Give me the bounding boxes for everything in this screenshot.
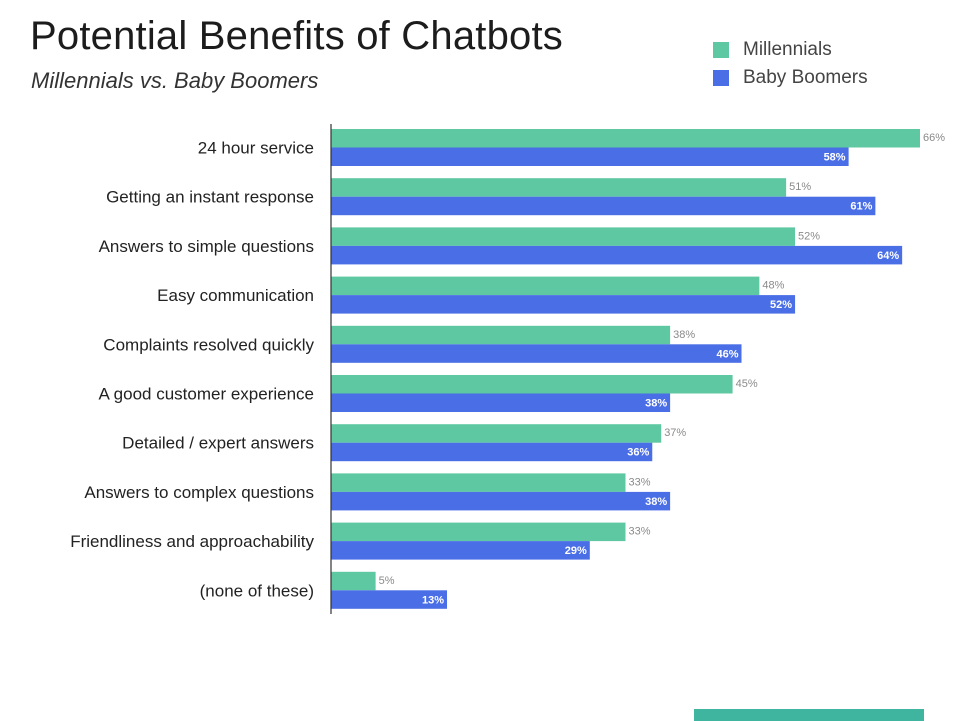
data-label-baby-boomers: 29% [565,545,587,557]
legend: Millennials Baby Boomers [713,36,868,92]
bar-millennials [331,276,760,296]
bar-millennials [331,178,787,197]
category-label: 24 hour service [198,139,314,158]
bar-baby-boomers [331,245,903,265]
data-label-millennials: 38% [673,329,695,341]
bar-baby-boomers [331,196,876,216]
bar-millennials [331,227,796,246]
legend-item-baby-boomers: Baby Boomers [713,64,868,92]
data-label-millennials: 51% [789,181,811,193]
bar-millennials [331,473,626,492]
data-label-millennials: 52% [798,230,820,242]
legend-swatch-millennials [713,42,729,58]
data-label-baby-boomers: 61% [850,201,872,213]
chart-subtitle: Millennials vs. Baby Boomers [31,68,319,93]
bar-millennials [331,325,671,345]
data-label-millennials: 37% [664,427,686,439]
bar-baby-boomers [331,147,849,166]
category-label: (none of these) [200,581,314,600]
category-label: A good customer experience [99,385,314,404]
bar-baby-boomers [331,442,653,462]
bar-baby-boomers [331,393,671,412]
category-label: Detailed / expert answers [122,434,314,453]
bar-baby-boomers [331,541,590,560]
data-label-baby-boomers: 13% [422,594,444,606]
data-label-millennials: 5% [379,575,395,587]
chart-title: Potential Benefits of Chatbots [30,14,563,58]
data-label-baby-boomers: 38% [645,496,667,508]
bar-baby-boomers [331,590,448,609]
category-label: Friendliness and approachability [70,532,314,551]
bar-millennials [331,129,920,148]
bar-baby-boomers [331,295,796,314]
data-label-millennials: 33% [629,476,651,488]
data-label-millennials: 48% [762,280,784,292]
bar-millennials [331,424,662,443]
data-label-baby-boomers: 46% [716,348,738,360]
data-label-millennials: 33% [629,526,651,538]
category-label: Getting an instant response [106,188,314,207]
bar-baby-boomers [331,344,742,363]
bar-millennials [331,522,626,542]
bar-millennials [331,571,376,591]
bar-baby-boomers [331,491,671,511]
category-label: Complaints resolved quickly [103,335,314,354]
category-label: Easy communication [157,286,314,305]
bar-millennials [331,375,733,394]
category-label: Answers to simple questions [99,237,314,256]
legend-item-millennials: Millennials [713,36,868,64]
bottom-accent-bar [694,709,924,721]
data-label-millennials: 66% [923,132,945,144]
legend-label-millennials: Millennials [743,39,832,60]
data-label-baby-boomers: 52% [770,299,792,311]
legend-label-baby-boomers: Baby Boomers [743,67,868,88]
data-label-baby-boomers: 58% [824,152,846,164]
data-label-millennials: 45% [736,378,758,390]
data-label-baby-boomers: 36% [627,447,649,459]
data-label-baby-boomers: 38% [645,398,667,410]
category-label: Answers to complex questions [84,483,314,502]
legend-swatch-baby-boomers [713,70,729,86]
data-label-baby-boomers: 64% [877,250,899,262]
